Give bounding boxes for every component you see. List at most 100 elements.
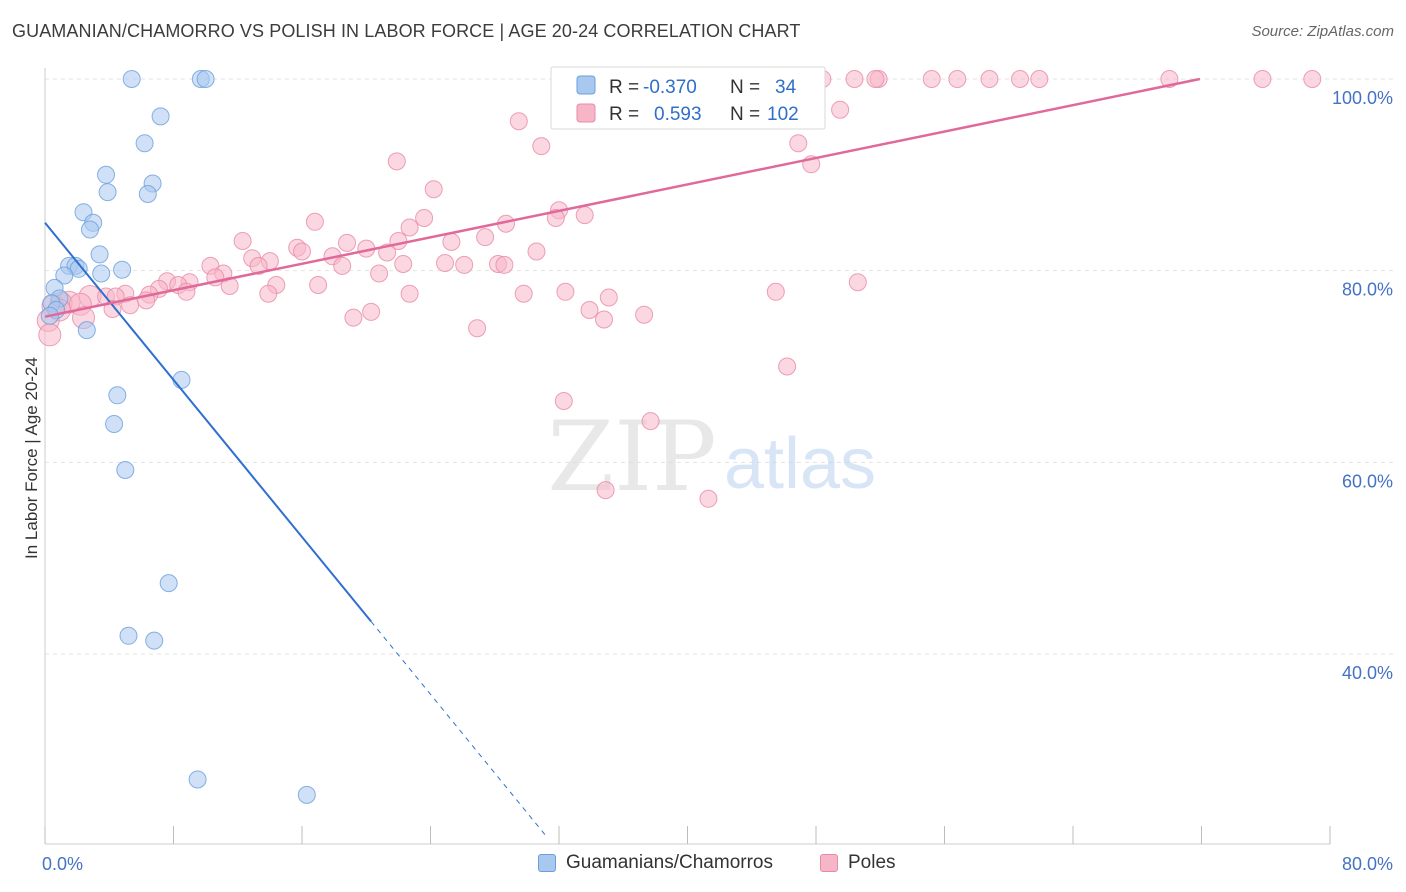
data-point-poles bbox=[699, 489, 718, 508]
data-point-poles bbox=[641, 412, 660, 431]
data-point-guamanians bbox=[90, 245, 109, 264]
data-point-poles bbox=[789, 134, 808, 153]
data-point-poles bbox=[980, 70, 999, 88]
legend-r-label-1: R = bbox=[609, 104, 639, 125]
data-point-guamanians bbox=[116, 461, 135, 479]
watermark-atlas: atlas bbox=[724, 424, 876, 504]
y-axis-title: In Labor Force | Age 20-24 bbox=[22, 357, 41, 559]
trend-line-guamanians bbox=[44, 222, 372, 623]
data-point-guamanians bbox=[108, 386, 127, 405]
data-point-poles bbox=[527, 242, 546, 261]
legend: R = -0.370 N = 34 R = 0.593 N = 102 bbox=[550, 66, 826, 130]
legend-frame bbox=[550, 66, 826, 130]
legend-swatch-poles bbox=[576, 103, 596, 123]
data-point-poles bbox=[509, 112, 528, 131]
y-tick-labels: 40.0% 60.0% 80.0% 100.0% bbox=[1332, 88, 1393, 683]
data-point-poles bbox=[338, 233, 356, 252]
data-point-poles bbox=[532, 137, 551, 156]
data-point-poles bbox=[635, 305, 654, 324]
data-point-guamanians bbox=[188, 770, 207, 789]
data-point-poles bbox=[848, 273, 867, 292]
data-point-guamanians bbox=[81, 220, 99, 239]
watermark: ZIP atlas bbox=[547, 401, 876, 513]
data-point-poles bbox=[476, 228, 495, 247]
data-point-guamanians bbox=[159, 574, 178, 593]
bottom-legend-item-poles: Poles bbox=[820, 852, 896, 874]
bottom-legend-item-guamanians: Guamanians/Chamorros bbox=[538, 852, 773, 874]
data-point-poles bbox=[546, 209, 565, 227]
data-point-poles bbox=[556, 282, 575, 301]
y-tick-label: 80.0% bbox=[1342, 280, 1393, 300]
data-point-poles bbox=[424, 180, 443, 199]
data-point-poles bbox=[387, 152, 406, 171]
data-point-poles bbox=[866, 70, 885, 88]
data-point-poles bbox=[922, 70, 941, 88]
data-point-guamanians bbox=[105, 415, 124, 433]
data-point-guamanians bbox=[98, 183, 117, 202]
data-point-poles bbox=[831, 100, 850, 119]
bottom-legend-swatch-poles bbox=[820, 854, 838, 872]
data-point-poles bbox=[468, 319, 487, 338]
x-tick-label: 0.0% bbox=[42, 854, 83, 874]
data-point-poles bbox=[514, 284, 533, 303]
data-point-poles bbox=[344, 308, 363, 327]
data-point-poles bbox=[596, 481, 615, 500]
data-point-guamanians bbox=[55, 266, 74, 285]
legend-r-label-0: R = bbox=[609, 77, 639, 98]
chart-source: Source: ZipAtlas.com bbox=[1251, 23, 1394, 40]
data-point-poles bbox=[455, 255, 474, 274]
data-point-poles bbox=[362, 302, 381, 321]
bottom-legend: Guamanians/Chamorros Poles bbox=[0, 852, 1406, 878]
data-point-poles bbox=[333, 256, 352, 275]
watermark-zip: ZIP bbox=[547, 401, 716, 513]
data-point-guamanians bbox=[77, 321, 96, 340]
data-point-poles bbox=[580, 301, 599, 319]
data-point-poles bbox=[38, 323, 62, 347]
data-point-guamanians bbox=[92, 264, 111, 283]
legend-swatch-guamanians bbox=[576, 75, 596, 95]
chart-title: GUAMANIAN/CHAMORRO VS POLISH IN LABOR FO… bbox=[12, 21, 801, 41]
data-point-poles bbox=[575, 206, 594, 225]
data-point-poles bbox=[394, 255, 413, 273]
data-point-poles bbox=[259, 284, 278, 303]
data-point-poles bbox=[1253, 70, 1272, 88]
data-point-guamanians bbox=[196, 70, 215, 88]
data-point-guamanians bbox=[138, 185, 157, 203]
data-point-guamanians bbox=[122, 70, 141, 88]
y-tick-label: 100.0% bbox=[1332, 88, 1393, 108]
axes bbox=[44, 68, 1331, 845]
data-point-guamanians bbox=[119, 626, 138, 645]
data-point-poles bbox=[1030, 70, 1049, 88]
data-point-guamanians bbox=[151, 107, 170, 126]
bottom-legend-swatch-guamanians bbox=[538, 854, 556, 872]
data-point-poles bbox=[1011, 70, 1029, 88]
legend-n-label-0: N = bbox=[730, 77, 760, 98]
y-tick-label: 60.0% bbox=[1342, 471, 1393, 491]
legend-r-value-1: 0.593 bbox=[654, 104, 702, 125]
bottom-legend-label-poles: Poles bbox=[848, 852, 896, 873]
data-point-poles bbox=[778, 357, 797, 376]
data-point-poles bbox=[948, 70, 967, 88]
data-point-poles bbox=[400, 218, 419, 237]
y-tick-label: 40.0% bbox=[1342, 663, 1393, 683]
data-point-poles bbox=[400, 284, 419, 303]
data-point-guamanians bbox=[135, 134, 154, 153]
data-point-poles bbox=[442, 232, 461, 251]
legend-n-value-0: 34 bbox=[775, 77, 797, 98]
data-point-poles bbox=[554, 392, 573, 410]
data-point-guamanians bbox=[172, 370, 191, 389]
data-point-guamanians bbox=[113, 260, 132, 279]
data-point-poles bbox=[495, 255, 514, 274]
data-point-poles bbox=[309, 276, 328, 294]
x-tick-labels: 0.0% 80.0% bbox=[42, 854, 1393, 874]
trend-line-poles bbox=[44, 77, 1201, 318]
x-tick-label: 80.0% bbox=[1342, 854, 1393, 874]
data-point-poles bbox=[370, 264, 389, 283]
data-point-poles bbox=[595, 310, 613, 329]
trend-line-guamanians-extension bbox=[370, 621, 549, 839]
data-point-poles bbox=[436, 254, 454, 272]
bottom-legend-label-guamanians: Guamanians/Chamorros bbox=[566, 852, 773, 873]
grid-lines bbox=[45, 78, 1395, 655]
data-point-poles bbox=[766, 282, 785, 301]
